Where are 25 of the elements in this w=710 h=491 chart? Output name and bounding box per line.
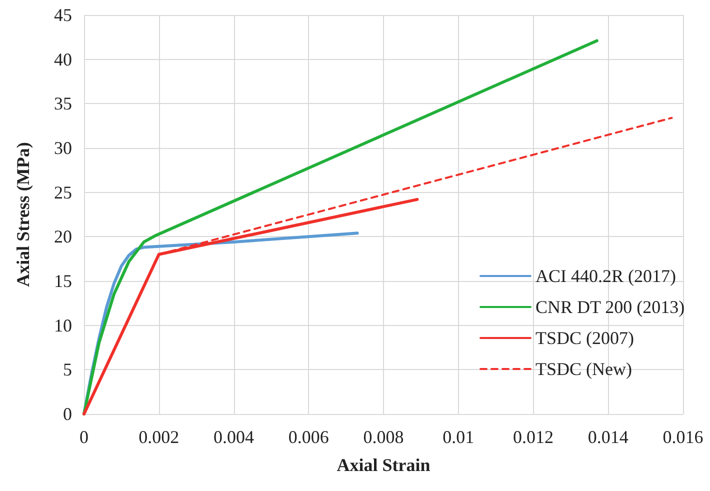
x-tick-label: 0.014	[588, 427, 628, 447]
x-axis-title: Axial Strain	[336, 455, 430, 475]
x-tick-label: 0.016	[662, 427, 704, 447]
y-tick-label: 5	[63, 360, 72, 380]
y-tick-label: 45	[54, 5, 72, 25]
x-tick-label: 0.006	[288, 427, 329, 447]
y-tick-label: 0	[63, 404, 72, 424]
x-tick-label: 0.004	[214, 427, 254, 447]
y-tick-label: 10	[54, 315, 72, 336]
y-tick-label: 25	[54, 182, 72, 202]
y-tick-label: 35	[54, 94, 72, 114]
x-tick-label: 0.008	[363, 427, 404, 447]
x-tick-label: 0	[80, 427, 88, 447]
y-axis-title: Axial Stress (MPa)	[13, 142, 33, 287]
legend-label: TSDC (New)	[536, 359, 632, 379]
x-tick-label: 0.01	[442, 427, 474, 447]
y-tick-label: 20	[54, 226, 72, 247]
y-tick-label: 30	[54, 138, 72, 158]
x-tick-label: 0.002	[138, 427, 180, 447]
legend-label: CNR DT 200 (2013)	[536, 297, 685, 317]
legend-label: TSDC (2007)	[536, 328, 634, 348]
y-tick-label: 40	[54, 49, 72, 70]
x-tick-label: 0.012	[513, 427, 554, 447]
y-tick-label: 15	[54, 271, 72, 291]
legend-label: ACI 440.2R (2017)	[536, 266, 676, 286]
